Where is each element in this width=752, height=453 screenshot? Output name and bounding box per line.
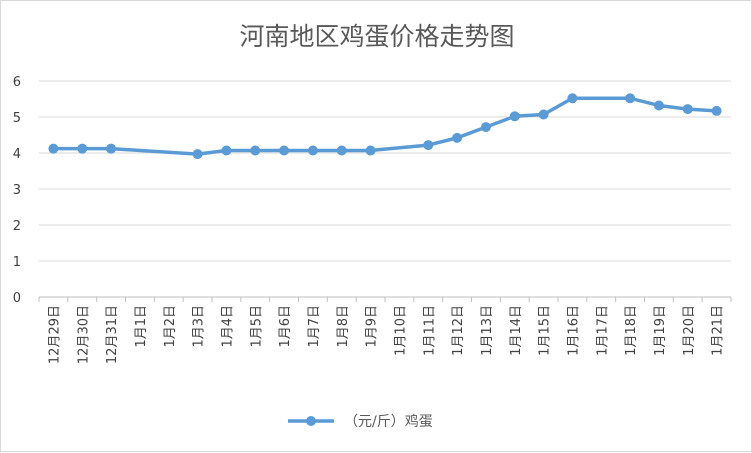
x-tick-label: 1月13日 — [480, 305, 495, 356]
x-tick-label: 1月12日 — [451, 305, 466, 356]
x-tick-label: 1月19日 — [653, 305, 668, 356]
y-tick-label: 5 — [13, 111, 21, 126]
data-point — [538, 109, 549, 120]
x-tick-label: 1月18日 — [624, 305, 639, 356]
data-point — [307, 145, 318, 156]
x-tick-label: 1月16日 — [566, 305, 581, 356]
data-point — [77, 143, 88, 154]
x-tick-label: 1月10日 — [393, 305, 408, 356]
y-tick-label: 4 — [13, 147, 21, 162]
x-tick-label: 1月21日 — [711, 305, 726, 356]
x-tick-label: 1月4日 — [220, 305, 235, 348]
x-tick-label: 1月1日 — [134, 305, 149, 348]
x-tick-label: 1月2日 — [163, 305, 178, 348]
x-tick-label: 1月17日 — [595, 305, 610, 356]
x-tick-label: 1月11日 — [422, 305, 437, 356]
data-point — [625, 93, 636, 104]
y-tick-label: 3 — [13, 183, 21, 198]
y-tick-label: 0 — [13, 291, 21, 306]
data-point — [480, 122, 491, 133]
data-point — [48, 143, 59, 154]
legend-marker — [306, 416, 316, 426]
data-point — [279, 145, 290, 156]
x-tick-label: 12月29日 — [47, 305, 62, 364]
x-tick-label: 1月6日 — [278, 305, 293, 348]
x-tick-label: 1月9日 — [365, 305, 380, 348]
legend: （元/斤）鸡蛋 — [288, 413, 433, 430]
series-layer — [48, 93, 722, 160]
x-tick-label: 12月31日 — [105, 305, 120, 364]
axis-layer: 0 1 2 3 4 5 6 12月29日 12月30日 12月31日 1月1日 1月2日 1月3日 1月4… — [13, 75, 732, 364]
data-point — [336, 145, 347, 156]
x-tick-label: 12月30日 — [76, 305, 91, 364]
data-point — [106, 143, 117, 154]
x-tick-label: 1月5日 — [249, 305, 264, 348]
data-point — [682, 104, 693, 115]
x-tick-label: 1月20日 — [682, 305, 697, 356]
x-tick-label: 1月15日 — [538, 305, 553, 356]
data-point — [365, 145, 376, 156]
x-tick-label: 1月7日 — [307, 305, 322, 348]
x-tick-label: 1月8日 — [336, 305, 351, 348]
data-point — [192, 149, 203, 160]
series-line — [51, 96, 719, 156]
legend-label: （元/斤）鸡蛋 — [344, 413, 433, 430]
data-point — [653, 100, 664, 111]
data-point — [509, 111, 520, 122]
grid-layer — [39, 80, 731, 298]
y-tick-label: 1 — [13, 255, 21, 270]
data-point — [221, 145, 232, 156]
y-tick-label: 6 — [13, 75, 21, 90]
data-point — [567, 93, 578, 104]
data-point — [423, 140, 434, 151]
y-tick-label: 2 — [13, 219, 21, 234]
data-point — [250, 145, 261, 156]
chart-title: 河南地区鸡蛋价格走势图 — [239, 22, 514, 51]
data-point — [452, 132, 463, 143]
x-tick-label: 1月14日 — [509, 305, 524, 356]
data-point — [711, 105, 722, 116]
x-tick-label: 1月3日 — [192, 305, 207, 348]
